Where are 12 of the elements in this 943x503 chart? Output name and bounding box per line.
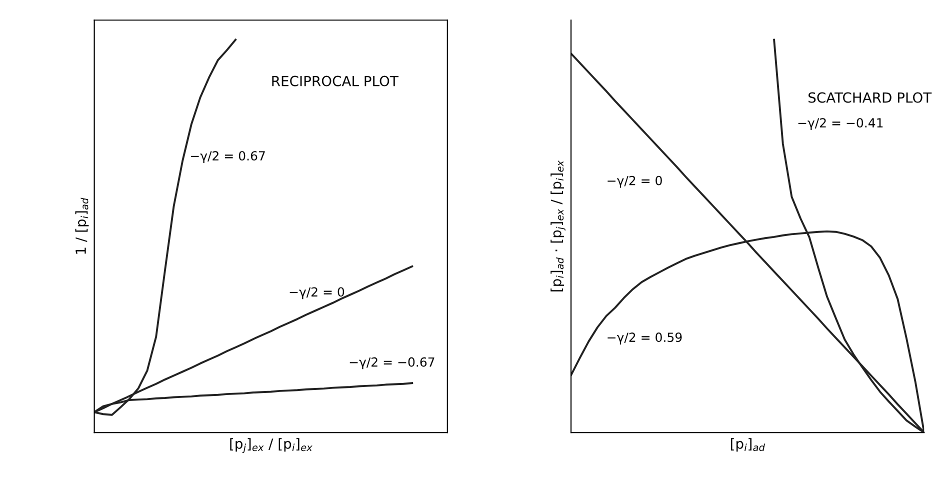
annotation: −γ/2 = −0.41 [798, 118, 883, 130]
annotation: −γ/2 = 0.67 [190, 151, 265, 163]
annotation: −γ/2 = 0.59 [608, 332, 682, 344]
annotation: −γ/2 = 0 [608, 176, 662, 188]
x-axis-title: [p$_{i}$]$_{ad}$ [730, 438, 765, 452]
text: RECIPROCAL PLOT [272, 76, 398, 86]
annotation: −γ/2 = −0.67 [350, 357, 434, 370]
annotation: −γ/2 = 0 [290, 287, 344, 300]
x-axis-title: [p$_{j}$]$_{ex}$ / [p$_{i}$]$_{ex}$ [230, 438, 312, 453]
text: [p$_{i}$]$_{ad}$ · [p$_{j}$]$_{ex}$ / [p$_{i}$]$_{ex}$ [550, 160, 566, 292]
y-axis-title: 1 / [p$_{i}$]$_{ad}$ [75, 198, 89, 254]
text: SCATCHARD PLOT [808, 92, 932, 103]
